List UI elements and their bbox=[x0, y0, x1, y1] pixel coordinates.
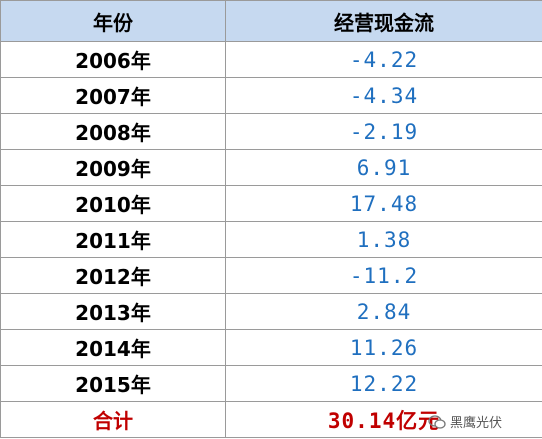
value-cell: 12.22 bbox=[225, 365, 542, 402]
table-row: 2006年 -4.22 bbox=[0, 41, 542, 78]
year-cell: 2007年 bbox=[0, 77, 226, 114]
year-cell: 2013年 bbox=[0, 293, 226, 330]
value-cell: -11.2 bbox=[225, 257, 542, 294]
value-cell: 17.48 bbox=[225, 185, 542, 222]
value-cell: -4.34 bbox=[225, 77, 542, 114]
value-cell: 11.26 bbox=[225, 329, 542, 366]
year-cell: 2014年 bbox=[0, 329, 226, 366]
year-cell: 2006年 bbox=[0, 41, 226, 78]
year-cell: 2008年 bbox=[0, 113, 226, 150]
table-row: 2014年 11.26 bbox=[0, 329, 542, 366]
table-row: 2009年 6.91 bbox=[0, 149, 542, 186]
watermark-text: 黑鹰光伏 bbox=[449, 416, 502, 431]
header-cell: 年份 bbox=[0, 0, 226, 42]
watermark: 黑鹰光伏 bbox=[428, 412, 502, 431]
total-label: 合计 bbox=[0, 401, 226, 438]
total-row: 合计 30.14亿元 bbox=[0, 401, 542, 438]
table-row: 2013年 2.84 bbox=[0, 293, 542, 330]
value-cell: -4.22 bbox=[225, 41, 542, 78]
table-body: 2006年 -4.22 2007年 -4.34 2008年 -2.19 2009年 6.91 2… bbox=[0, 41, 542, 438]
header-cell: 经营现金流 bbox=[225, 0, 542, 42]
value-cell: 6.91 bbox=[225, 149, 542, 186]
table-row: 2015年 12.22 bbox=[0, 365, 542, 402]
table-row: 2008年 -2.19 bbox=[0, 113, 542, 150]
value-cell: -2.19 bbox=[225, 113, 542, 150]
year-cell: 2009年 bbox=[0, 149, 226, 186]
year-cell: 2012年 bbox=[0, 257, 226, 294]
year-cell: 2010年 bbox=[0, 185, 226, 222]
table-row: 2010年 17.48 bbox=[0, 185, 542, 222]
value-cell: 1.38 bbox=[225, 221, 542, 258]
total-value: 30.14亿元 bbox=[225, 401, 542, 438]
table-row: 2012年 -11.2 bbox=[0, 257, 542, 294]
value-cell: 2.84 bbox=[225, 293, 542, 330]
year-cell: 2011年 bbox=[0, 221, 226, 258]
table-row: 2011年 1.38 bbox=[0, 221, 542, 258]
year-cell: 2015年 bbox=[0, 365, 226, 402]
header-row: 年份 经营现金流 bbox=[0, 0, 542, 42]
table-row: 2007年 -4.34 bbox=[0, 77, 542, 114]
wechat-icon bbox=[428, 414, 446, 429]
